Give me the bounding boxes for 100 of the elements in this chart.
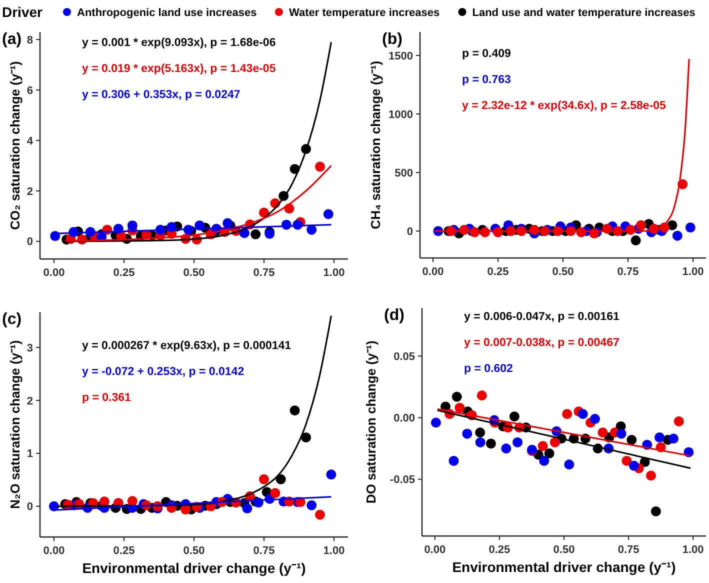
legend-label: Land use and water temperature increases bbox=[472, 6, 696, 19]
x-tick-label: 0.00 bbox=[424, 544, 446, 556]
legend-title: Driver bbox=[2, 4, 44, 20]
point bbox=[259, 474, 269, 484]
point bbox=[475, 437, 486, 448]
y-tick-label: 0 bbox=[406, 226, 413, 238]
point bbox=[476, 390, 487, 401]
point bbox=[270, 488, 280, 498]
point bbox=[590, 414, 600, 424]
point bbox=[674, 416, 684, 426]
annotation: y = 0.007-0.038x, p = 0.00467 bbox=[464, 337, 620, 349]
point bbox=[550, 437, 560, 448]
point bbox=[315, 510, 325, 520]
point bbox=[259, 208, 269, 218]
x-tick-label: 0.25 bbox=[113, 545, 135, 557]
y-axis-title: DO saturation change (y⁻¹) bbox=[364, 340, 378, 504]
x-tick-label: 0.50 bbox=[183, 545, 205, 557]
y-tick-label: 500 bbox=[394, 167, 413, 180]
y-tick-label: 1 bbox=[26, 448, 33, 460]
point bbox=[628, 460, 639, 471]
point bbox=[301, 432, 311, 442]
point bbox=[452, 392, 462, 402]
chart-title: (d) bbox=[384, 307, 404, 324]
y-axis-title: CO₂ saturation change (y⁻¹) bbox=[8, 61, 22, 230]
y-tick-label: 1000 bbox=[388, 108, 413, 121]
x-tick-label: 0.25 bbox=[487, 266, 509, 278]
x-tick-label: 1.00 bbox=[682, 266, 704, 278]
x-tick-label: 0.00 bbox=[43, 545, 65, 557]
point bbox=[616, 428, 626, 439]
x-tick-label: 0.75 bbox=[618, 544, 640, 556]
point bbox=[290, 405, 300, 416]
x-tick-label: 0.50 bbox=[552, 266, 574, 278]
point bbox=[650, 506, 661, 516]
y-tick-label: 0 bbox=[26, 236, 33, 248]
x-tick-label: 0.75 bbox=[617, 266, 639, 278]
point bbox=[250, 229, 261, 240]
point bbox=[306, 224, 317, 235]
y-tick-label: 1500 bbox=[388, 50, 413, 62]
point bbox=[99, 496, 110, 507]
point bbox=[636, 220, 646, 230]
point bbox=[626, 434, 637, 445]
legend-label: Anthropogenic land use increases bbox=[77, 6, 257, 19]
point bbox=[654, 432, 665, 442]
y-tick-label: -0.05 bbox=[390, 474, 415, 486]
x-tick-label: 0.25 bbox=[113, 267, 135, 279]
x-tick-label: 0.50 bbox=[553, 544, 575, 556]
point bbox=[562, 408, 572, 419]
annotation: p = 0.763 bbox=[462, 74, 511, 86]
x-tick-label: 0.75 bbox=[253, 545, 275, 557]
point bbox=[448, 456, 459, 466]
x-tick-label: 1.00 bbox=[682, 544, 704, 556]
y-tick-label: 8 bbox=[26, 34, 33, 46]
x-tick-label: 1.00 bbox=[323, 267, 345, 279]
point bbox=[315, 162, 325, 172]
x-axis-title: Environmental driver change (y⁻¹) bbox=[82, 560, 306, 576]
point bbox=[323, 209, 334, 220]
annotation: p = 0.409 bbox=[462, 48, 511, 60]
point bbox=[501, 443, 512, 454]
annotation: y = 0.019 * exp(5.163x), p = 1.43e-05 bbox=[82, 63, 276, 75]
point bbox=[326, 470, 336, 480]
point bbox=[509, 411, 520, 422]
x-tick-label: 0.25 bbox=[488, 544, 510, 556]
point bbox=[222, 218, 233, 228]
chart-title: (a) bbox=[2, 31, 22, 48]
y-axis-title: N₂O saturation change (y⁻¹) bbox=[8, 340, 22, 509]
x-tick-label: 0.00 bbox=[422, 266, 444, 278]
x-axis-title: Environmental driver change (y⁻¹) bbox=[452, 559, 676, 575]
x-tick-label: 0.00 bbox=[43, 267, 65, 279]
point bbox=[668, 434, 678, 444]
point bbox=[462, 428, 472, 439]
point bbox=[672, 230, 682, 241]
point bbox=[538, 441, 548, 452]
point bbox=[622, 456, 632, 466]
annotation: p = 0.361 bbox=[82, 392, 132, 404]
point bbox=[454, 402, 465, 413]
point bbox=[430, 418, 441, 428]
chart-title: (c) bbox=[2, 311, 22, 328]
point bbox=[127, 220, 138, 230]
y-tick-label: 6 bbox=[26, 84, 33, 97]
point bbox=[539, 456, 550, 466]
point bbox=[127, 496, 138, 506]
chart-title: (b) bbox=[382, 31, 402, 48]
annotation: y = 2.32e-12 * exp(34.6x), p = 2.58e-05 bbox=[462, 100, 667, 112]
x-tick-label: 0.75 bbox=[253, 267, 275, 279]
annotation: p = 0.602 bbox=[464, 363, 513, 375]
x-tick-label: 1.00 bbox=[323, 545, 345, 557]
point bbox=[49, 501, 59, 512]
y-tick-label: 2 bbox=[26, 186, 33, 198]
annotation: y = 0.306 + 0.353x, p = 0.0247 bbox=[82, 89, 240, 101]
point bbox=[630, 235, 641, 246]
point bbox=[486, 438, 496, 449]
y-tick-label: 2 bbox=[26, 395, 33, 408]
point bbox=[242, 503, 252, 514]
point bbox=[306, 500, 317, 510]
y-axis-title: CH₄ saturation change (y⁻¹) bbox=[368, 60, 383, 230]
annotation: y = -0.072 + 0.253x, p = 0.0142 bbox=[82, 366, 244, 378]
point bbox=[475, 427, 486, 438]
point bbox=[544, 448, 554, 458]
point bbox=[180, 504, 191, 514]
y-tick-label: 0.05 bbox=[394, 350, 415, 363]
